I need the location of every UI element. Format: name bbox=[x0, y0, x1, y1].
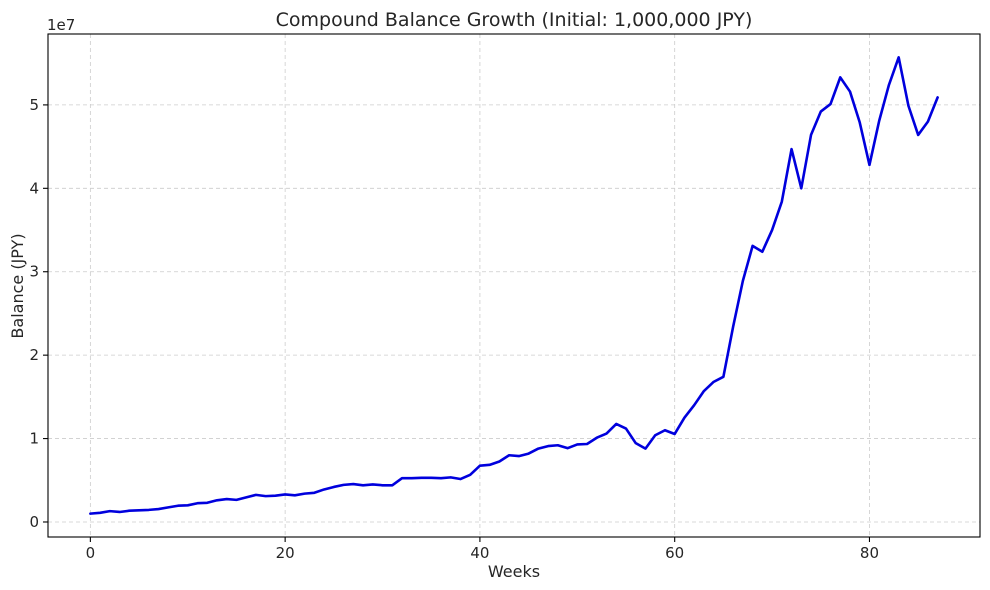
y-tick-label: 1 bbox=[29, 430, 39, 448]
y-axis-offset-label: 1e7 bbox=[47, 16, 75, 34]
y-tick-label: 4 bbox=[29, 179, 39, 197]
y-tick-label: 2 bbox=[29, 346, 39, 364]
series-line bbox=[89, 56, 939, 515]
x-axis-label: Weeks bbox=[488, 562, 540, 581]
series-layer bbox=[89, 56, 939, 515]
x-tick-label: 0 bbox=[86, 544, 96, 562]
y-axis: 0 1 2 3 4 5 bbox=[29, 96, 48, 531]
y-tick-label: 0 bbox=[29, 513, 39, 531]
y-tick-label: 5 bbox=[29, 96, 39, 114]
chart-title: Compound Balance Growth (Initial: 1,000,… bbox=[276, 9, 753, 31]
x-tick-label: 60 bbox=[665, 544, 684, 562]
x-tick-label: 40 bbox=[470, 544, 489, 562]
x-tick-label: 20 bbox=[276, 544, 295, 562]
y-tick-label: 3 bbox=[29, 263, 39, 281]
y-axis-label: Balance (JPY) bbox=[8, 233, 27, 338]
x-tick-label: 80 bbox=[860, 544, 879, 562]
plot-frame bbox=[47, 33, 981, 538]
gridlines bbox=[48, 34, 980, 537]
x-axis: 0 20 40 60 80 bbox=[86, 537, 879, 562]
